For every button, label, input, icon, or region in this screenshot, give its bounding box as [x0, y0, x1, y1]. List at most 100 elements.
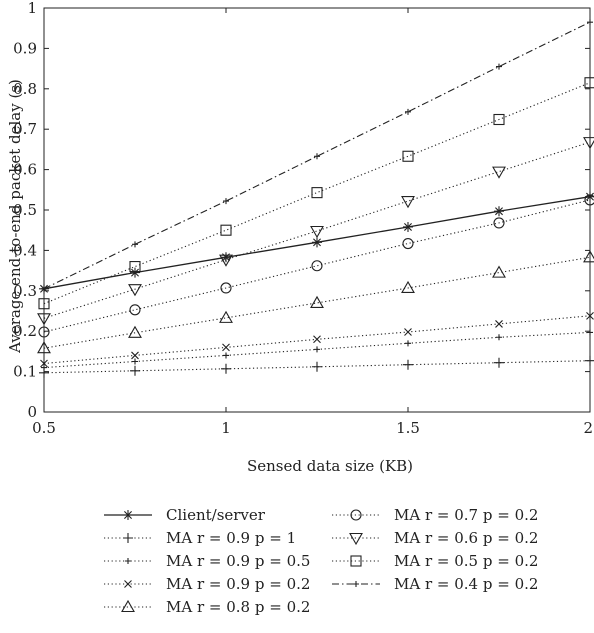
- legend-label: Client/server: [166, 506, 266, 524]
- x-tick-label: 0.5: [32, 419, 56, 437]
- data-point: [314, 153, 320, 160]
- legend: Client/server MA r = 0.9 p = 1 MA r = 0.9 …: [104, 506, 538, 616]
- data-point: [219, 310, 233, 323]
- data-point: [221, 252, 231, 263]
- data-point: [583, 137, 594, 150]
- legend-marker: [353, 581, 359, 587]
- legend-marker: [349, 532, 363, 546]
- data-point: [37, 313, 51, 326]
- legend-marker: [123, 533, 133, 543]
- y-tick-label: 1: [27, 0, 37, 17]
- x-tick-label: 2: [583, 419, 593, 437]
- x-axis-title: Sensed data size (KB): [247, 457, 413, 475]
- legend-marker: [350, 509, 362, 521]
- legend-label: MA r = 0.9 p = 0.2: [166, 575, 310, 593]
- data-point: [402, 150, 414, 162]
- data-point: [493, 113, 505, 126]
- legend-label: MA r = 0.9 p = 0.5: [166, 552, 310, 570]
- data-point: [38, 326, 50, 338]
- data-point: [405, 340, 411, 347]
- data-point: [496, 63, 502, 70]
- y-tick-label: 0.6: [13, 161, 37, 179]
- legend-marker: [350, 555, 362, 567]
- y-tick-label: 0.5: [13, 201, 37, 219]
- y-tick-label: 0.9: [13, 39, 37, 57]
- data-point: [129, 261, 141, 273]
- data-point: [495, 320, 503, 328]
- data-point: [38, 298, 50, 310]
- data-point: [494, 357, 504, 368]
- data-point: [587, 329, 593, 336]
- series-4: [40, 311, 594, 368]
- data-point: [401, 196, 415, 209]
- data-point: [311, 187, 323, 199]
- data-point: [132, 241, 138, 248]
- series-1: [39, 191, 594, 294]
- y-tick-label: 0.4: [13, 241, 37, 259]
- data-point: [132, 358, 138, 365]
- series-line: [43, 256, 591, 349]
- data-point: [222, 343, 230, 352]
- data-point: [40, 359, 48, 368]
- data-point: [312, 361, 322, 372]
- legend-marker: [125, 558, 131, 564]
- x-tick-label: 1: [221, 419, 231, 437]
- data-point: [310, 295, 324, 308]
- data-point: [496, 334, 502, 341]
- legend-entry: MA r = 0.9 p = 0.5: [104, 552, 310, 570]
- data-point: [130, 267, 140, 278]
- data-point: [41, 285, 47, 292]
- data-point: [219, 254, 233, 267]
- data-point: [223, 352, 229, 359]
- series-line: [43, 82, 591, 305]
- data-point: [128, 325, 142, 338]
- legend-entry: MA r = 0.9 p = 1: [104, 529, 296, 547]
- data-point: [493, 217, 505, 229]
- data-point: [586, 311, 594, 320]
- y-tick-label: 0.1: [13, 363, 37, 381]
- data-point: [494, 206, 504, 217]
- legend-label: MA r = 0.7 p = 0.2: [394, 506, 538, 524]
- y-tick-label: 0: [27, 403, 37, 421]
- legend-entry: MA r = 0.7 p = 0.2: [332, 506, 538, 524]
- series-6: [38, 194, 594, 338]
- series-5: [37, 250, 594, 354]
- series-line: [43, 141, 591, 319]
- data-point: [221, 363, 231, 374]
- data-point: [405, 108, 411, 115]
- series-line: [43, 199, 591, 333]
- data-point: [37, 341, 51, 354]
- data-point: [404, 328, 412, 336]
- y-tick-label: 0.8: [13, 80, 37, 98]
- legend-label: MA r = 0.8 p = 0.2: [166, 598, 310, 616]
- data-point: [584, 194, 594, 206]
- data-point: [584, 77, 594, 89]
- legend-marker: [124, 580, 132, 588]
- legend-label: MA r = 0.9 p = 1: [166, 529, 296, 547]
- data-point: [131, 351, 139, 360]
- series-8: [38, 77, 594, 310]
- data-point: [220, 282, 232, 294]
- data-point: [401, 280, 415, 294]
- y-tick-label: 0.2: [13, 322, 37, 340]
- legend-marker: [121, 599, 135, 613]
- data-point: [492, 265, 506, 278]
- data-point: [492, 166, 506, 179]
- legend-label: MA r = 0.5 p = 0.2: [394, 552, 538, 570]
- y-tick-label: 0.3: [13, 282, 37, 300]
- series-3: [41, 329, 593, 371]
- data-point: [312, 237, 322, 248]
- legend-label: MA r = 0.4 p = 0.2: [394, 575, 538, 593]
- legend-entry: MA r = 0.5 p = 0.2: [332, 552, 538, 570]
- legend-entry: MA r = 0.9 p = 0.2: [104, 575, 310, 593]
- data-point: [587, 19, 593, 26]
- data-point: [313, 335, 321, 344]
- data-point: [220, 224, 232, 236]
- data-point: [585, 191, 594, 202]
- data-point: [585, 355, 594, 366]
- series-7: [37, 137, 594, 326]
- series-9: [41, 19, 593, 292]
- data-point: [41, 364, 47, 371]
- y-axis-title: Average end-to-end packet delay (s): [6, 79, 24, 354]
